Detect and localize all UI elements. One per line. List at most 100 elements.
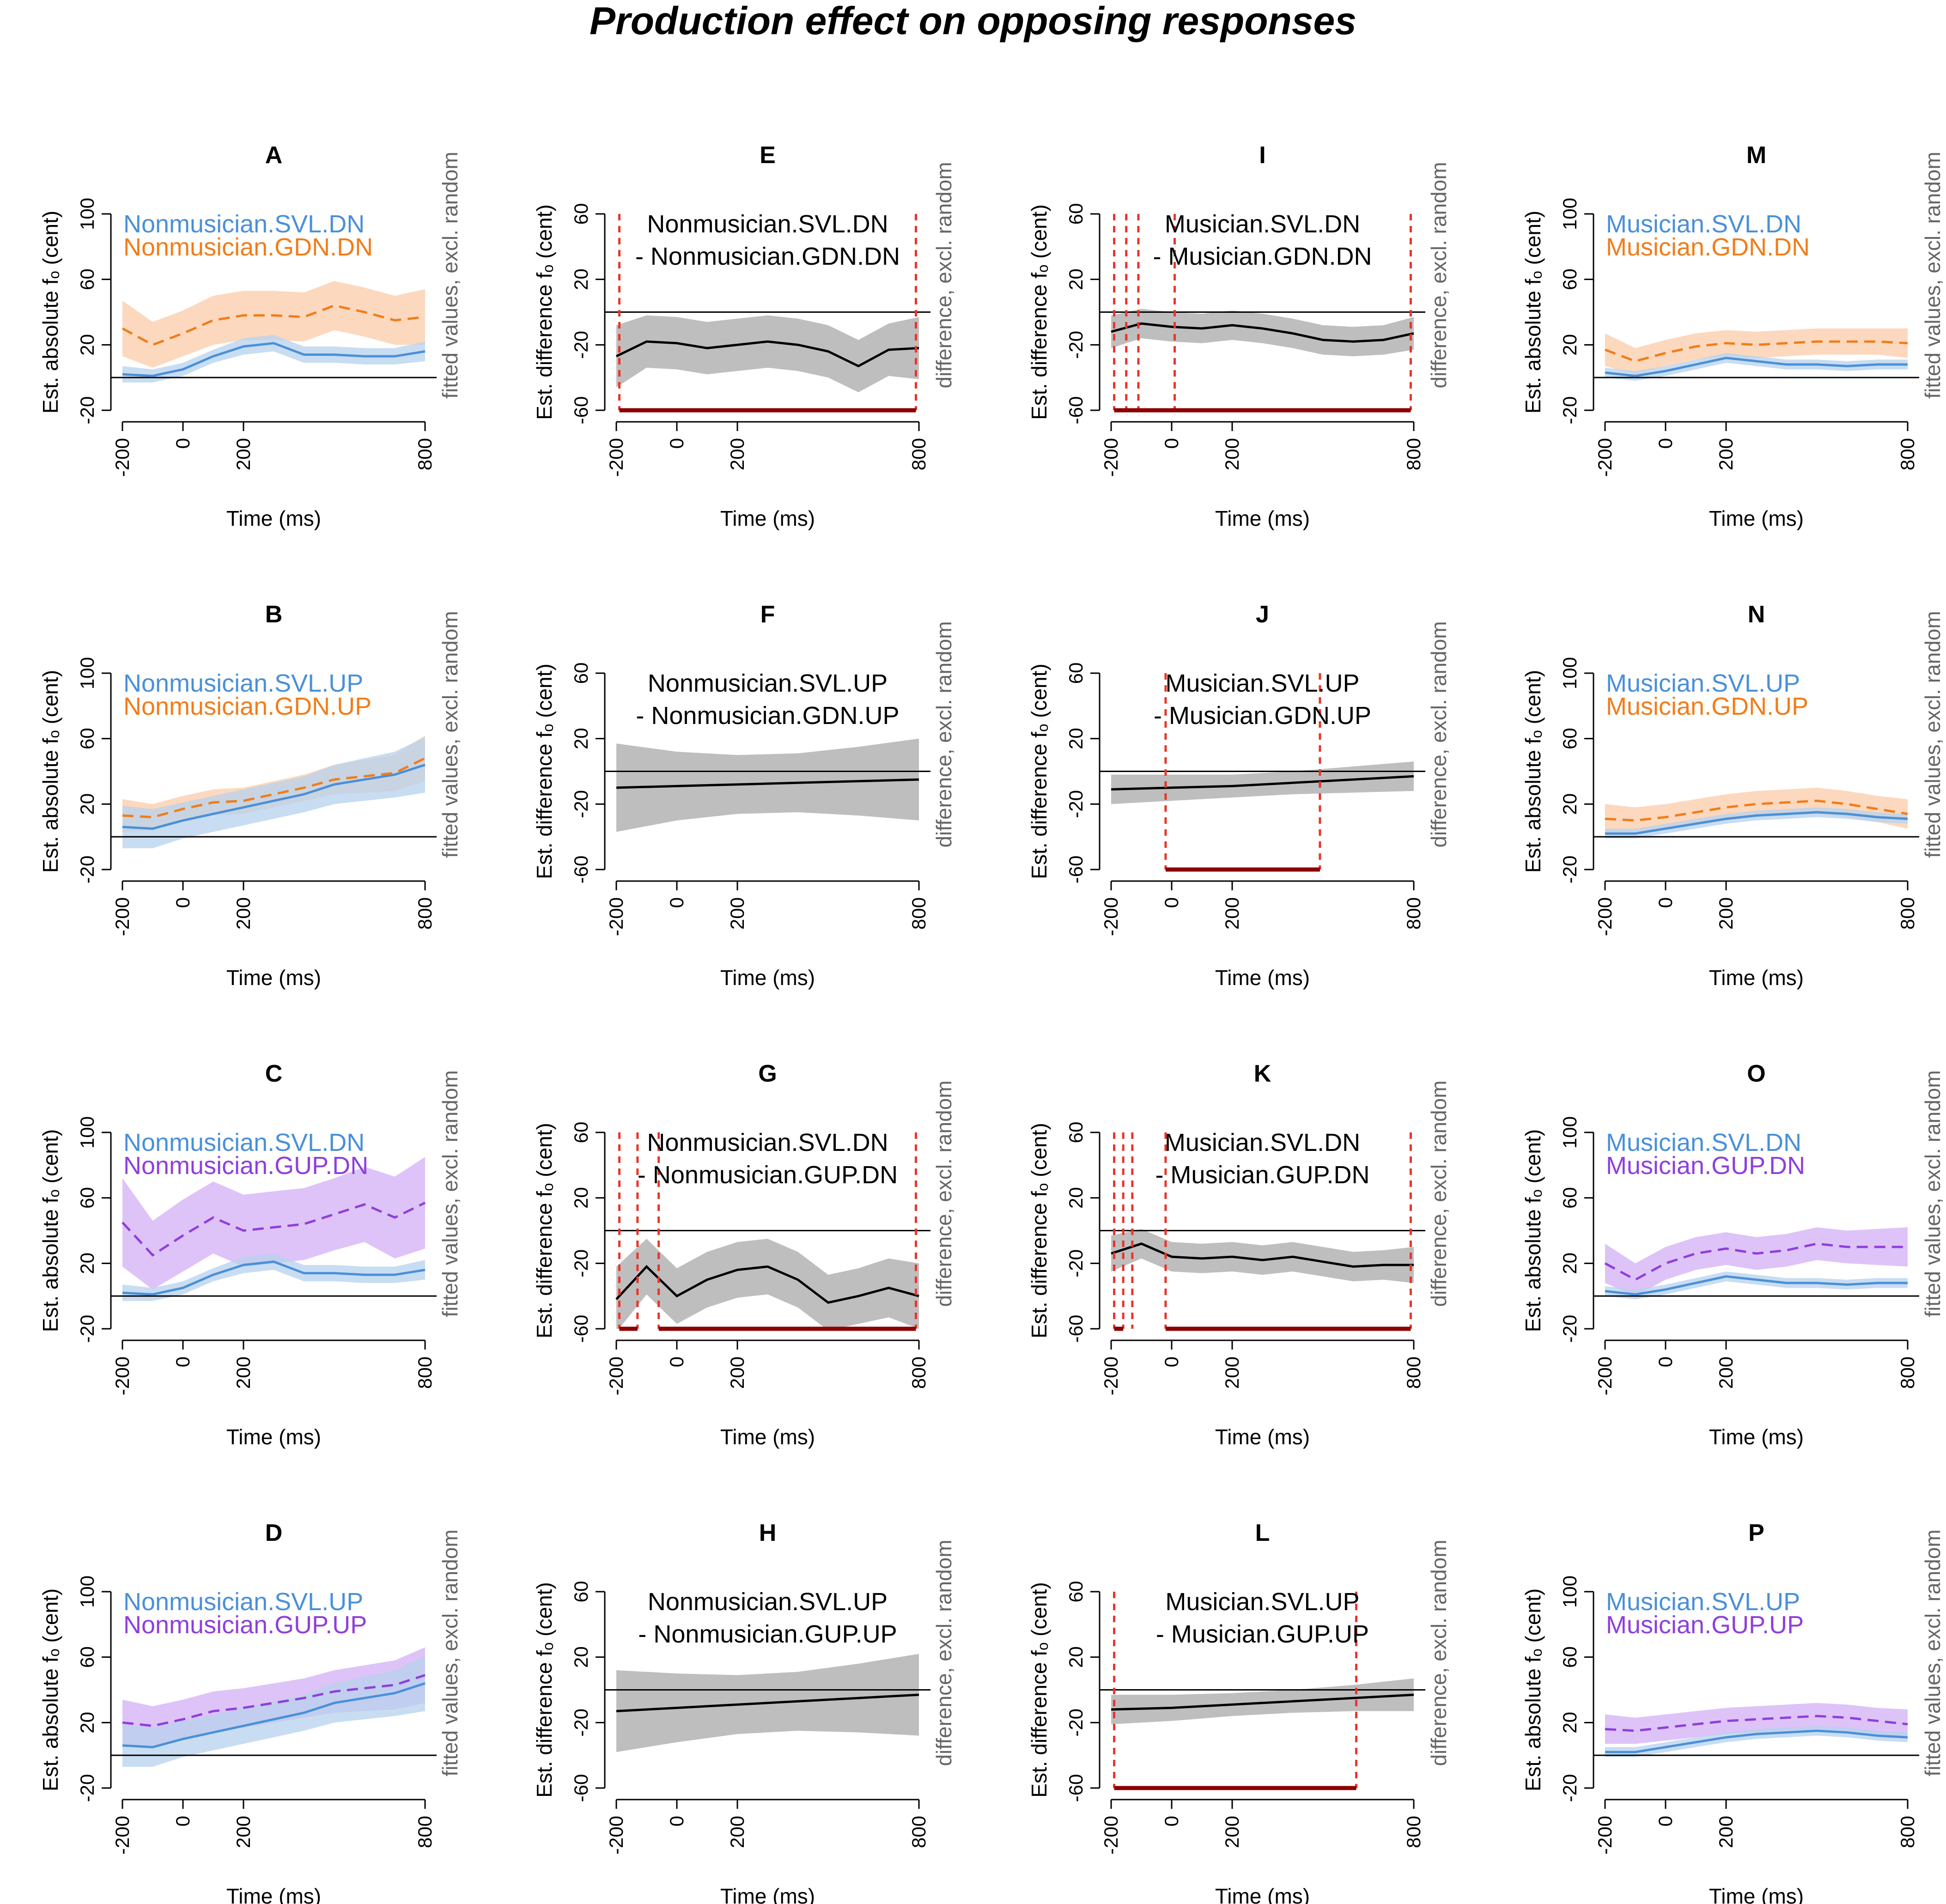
panel-g: G -60 -20 20 60 -200 0 200 800 Time (ms) Est. diff…: [532, 1060, 956, 1449]
comparison-label: - Nonmusician.GUP.DN: [638, 1161, 898, 1189]
y-tick-label: 60: [76, 268, 98, 290]
x-tick-label: 0: [1161, 438, 1182, 449]
comparison-label: Nonmusician.SVL.UP: [648, 669, 888, 697]
legend-entry: Nonmusician.SVL.DN: [123, 1129, 365, 1156]
x-tick-label: -200: [1594, 897, 1616, 936]
y-tick-label: 60: [76, 1187, 98, 1209]
y-tick-label: -20: [1559, 1774, 1581, 1802]
panel-letter: B: [265, 601, 283, 628]
right-axis-label: difference, excl. random: [932, 1539, 956, 1766]
x-axis-label: Time (ms): [1215, 1884, 1310, 1904]
difference-line: [1111, 1693, 1414, 1711]
y-tick-label: 60: [1065, 203, 1087, 225]
y-tick-label: -20: [570, 1249, 592, 1277]
panel-j: J -60 -20 20 60 -200 0 200 800 Time (ms) Est. diff…: [1027, 601, 1451, 990]
x-tick-label: -200: [1594, 1357, 1616, 1395]
legend-entry: Nonmusician.GDN.DN: [123, 233, 373, 261]
x-tick-label: 800: [414, 1357, 436, 1389]
y-tick-label: 60: [76, 728, 98, 749]
x-tick-label: 200: [726, 1357, 748, 1389]
legend-entry: Musician.GUP.DN: [1606, 1152, 1805, 1180]
x-tick-label: 200: [1715, 1816, 1737, 1848]
panel-letter: E: [760, 142, 776, 169]
y-tick-label: 100: [1559, 657, 1581, 689]
y-axis-label: Est. absolute fₒ (cent): [1521, 670, 1545, 873]
x-tick-label: -200: [1100, 1357, 1122, 1395]
right-axis-label: difference, excl. random: [1427, 1080, 1451, 1307]
x-tick-label: 800: [1403, 438, 1424, 470]
comparison-label: Nonmusician.SVL.UP: [648, 1588, 888, 1616]
y-tick-label: 100: [1559, 1116, 1581, 1149]
y-axis-label: Est. absolute fₒ (cent): [38, 1588, 62, 1791]
x-tick-label: -200: [605, 1357, 627, 1395]
y-tick-label: 100: [76, 1576, 98, 1608]
x-axis-label: Time (ms): [226, 966, 321, 990]
difference-line: [1111, 322, 1414, 343]
y-tick-label: 20: [1559, 334, 1581, 356]
plot-area: [605, 1654, 930, 1752]
series-line: [1605, 1715, 1908, 1732]
panel-letter: K: [1254, 1060, 1271, 1087]
x-tick-label: 800: [1897, 438, 1918, 470]
confidence-band: [122, 1655, 425, 1767]
confidence-band: [616, 738, 919, 832]
panel-letter: H: [759, 1520, 777, 1546]
x-axis-label: Time (ms): [1709, 966, 1804, 990]
x-tick-label: 200: [1715, 438, 1737, 470]
x-tick-label: 800: [1897, 1816, 1918, 1848]
difference-line: [615, 340, 919, 368]
right-axis-label: difference, excl. random: [932, 1080, 956, 1307]
series-line: [122, 1202, 426, 1257]
confidence-band: [1605, 807, 1908, 839]
comparison-label: - Musician.GDN.DN: [1153, 243, 1372, 270]
panel-k: K -60 -20 20 60 -200 0 200 800 Time (ms) Est. diff…: [1027, 1060, 1451, 1449]
legend-entry: Musician.GDN.DN: [1606, 233, 1810, 261]
y-tick-label: -60: [1065, 1315, 1087, 1343]
y-tick-label: 20: [570, 1187, 592, 1209]
y-axis-label: Est. difference fₒ (cent): [532, 1582, 556, 1798]
y-tick-label: -60: [1065, 856, 1087, 884]
right-axis-label: difference, excl. random: [1427, 621, 1451, 847]
x-tick-label: 0: [1161, 1357, 1182, 1367]
legend-entry: Nonmusician.SVL.UP: [123, 669, 363, 697]
panel-letter: O: [1747, 1060, 1765, 1087]
comparison-label: Nonmusician.SVL.DN: [647, 210, 888, 238]
y-tick-label: -20: [1559, 856, 1581, 884]
x-tick-label: 0: [666, 1816, 687, 1826]
x-tick-label: 800: [414, 438, 436, 470]
y-axis-label: Est. absolute fₒ (cent): [38, 1129, 62, 1332]
y-tick-label: 20: [1065, 1646, 1087, 1668]
panel-n: N -20 20 60 100 -200 0 200 800 Time (ms) Est. abso…: [1521, 601, 1945, 990]
plot-area: [111, 281, 437, 383]
y-tick-label: 60: [76, 1646, 98, 1668]
x-axis-label: Time (ms): [1215, 506, 1310, 530]
x-tick-label: 200: [726, 1816, 748, 1848]
y-tick-label: -20: [570, 331, 592, 359]
y-tick-label: -20: [76, 1315, 98, 1343]
x-tick-label: -200: [1594, 1816, 1616, 1855]
panel-f: F -60 -20 20 60 -200 0 200 800 Time (ms) Est. diff…: [532, 601, 956, 990]
y-axis-label: Est. difference fₒ (cent): [1027, 1123, 1051, 1338]
x-tick-label: -200: [1100, 897, 1122, 936]
series-line: [1605, 799, 1908, 822]
panel-l: L -60 -20 20 60 -200 0 200 800 Time (ms) Est. diff…: [1027, 1520, 1451, 1904]
plot-area: [1100, 1229, 1425, 1283]
y-tick-label: 20: [570, 1646, 592, 1668]
panel-e: E -60 -20 20 60 -200 0 200 800 Time (ms) Est. diff…: [532, 142, 956, 530]
y-axis-label: Est. absolute fₒ (cent): [1521, 211, 1545, 414]
panel-d: D -20 20 60 100 -200 0 200 800 Time (ms) Est. abso…: [38, 1520, 462, 1904]
plot-area: [605, 1230, 930, 1329]
y-tick-label: 20: [76, 1253, 98, 1274]
y-tick-label: 60: [1559, 268, 1581, 290]
y-tick-label: 100: [76, 198, 98, 230]
y-tick-label: -20: [1065, 1249, 1087, 1277]
legend-entry: Musician.GDN.UP: [1606, 693, 1808, 720]
x-tick-label: 0: [172, 1816, 194, 1826]
y-tick-label: 60: [1559, 1187, 1581, 1209]
y-axis-label: Est. difference fₒ (cent): [1027, 204, 1051, 420]
panel-letter: I: [1259, 142, 1265, 169]
difference-line: [1111, 775, 1414, 791]
y-tick-label: -60: [570, 856, 592, 884]
series-line: [122, 1260, 426, 1296]
y-tick-label: 60: [570, 203, 592, 225]
